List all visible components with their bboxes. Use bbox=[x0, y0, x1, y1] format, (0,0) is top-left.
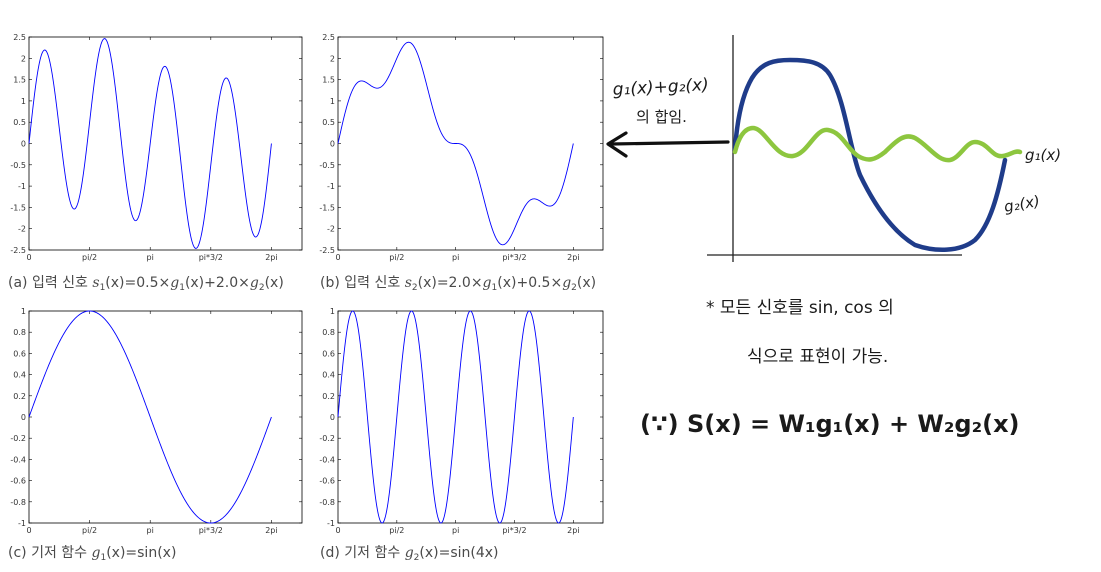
y-tick-label: -0.2 bbox=[319, 434, 335, 443]
sketch-formula: (∵) S(x) = W₁g₁(x) + W₂g₂(x) bbox=[640, 410, 1020, 438]
y-tick-label: -0.8 bbox=[10, 498, 26, 507]
x-tick-label: 2pi bbox=[265, 526, 277, 535]
x-tick-label: pi bbox=[147, 253, 154, 262]
y-tick-label: 0 bbox=[21, 413, 26, 422]
caption-a: (a) 입력 신호 s1(x)=0.5×g1(x)+2.0×g2(x) bbox=[8, 275, 284, 293]
series-line bbox=[28, 38, 272, 249]
sketch-area: g₁(x)+g₂(x) 의 합임. g₁(x) g₂(x) * 모든 신호를 s… bbox=[606, 35, 1061, 438]
y-tick-label: 2.5 bbox=[322, 33, 335, 42]
y-tick-label: 1 bbox=[21, 307, 26, 316]
y-tick-label: -2 bbox=[18, 225, 26, 234]
x-tick-label: pi*3/2 bbox=[199, 253, 223, 262]
sketch-arrow-head bbox=[606, 131, 628, 158]
y-tick-label: 0.5 bbox=[322, 118, 335, 127]
x-tick-label: pi*3/2 bbox=[502, 253, 526, 262]
x-tick-label: pi bbox=[147, 526, 154, 535]
plot-frame bbox=[28, 36, 303, 251]
x-tick-label: 0 bbox=[335, 253, 340, 262]
y-tick-label: 0.8 bbox=[13, 328, 26, 337]
series-line bbox=[28, 310, 272, 524]
caption-c: (c) 기저 함수 g1(x)=sin(x) bbox=[8, 545, 176, 563]
plot-d: -1 -0.8 -0.6 -0.4 -0.2 0 0.2 0.4 0.6 0.8 1 0 pi/2 pi p… bbox=[319, 307, 604, 535]
x-tick-label: 2pi bbox=[567, 526, 579, 535]
y-tick-label: -1 bbox=[327, 182, 335, 191]
y-tick-label: -0.5 bbox=[10, 161, 26, 170]
sketch-label-g1: g₁(x) bbox=[1025, 146, 1061, 164]
sketch-note-line1: * 모든 신호를 sin, cos 의 bbox=[706, 298, 894, 318]
y-tick-label: -0.2 bbox=[10, 434, 26, 443]
y-tick-label: 0.4 bbox=[322, 371, 335, 380]
plot-frame bbox=[337, 36, 604, 251]
y-tick-label: -2.5 bbox=[319, 246, 335, 255]
y-tick-label: 0.4 bbox=[13, 371, 26, 380]
y-tick-label: 2 bbox=[330, 54, 335, 63]
y-tick-label: -2.5 bbox=[10, 246, 26, 255]
y-tick-label: 0 bbox=[21, 140, 26, 149]
y-tick-label: -1.5 bbox=[10, 203, 26, 212]
x-tick-label: pi/2 bbox=[82, 526, 97, 535]
sketch-label-g2: g₂(x) bbox=[1003, 192, 1042, 216]
sketch-note-line2: 식으로 표현이 가능. bbox=[747, 347, 888, 367]
y-tick-label: 0 bbox=[330, 413, 335, 422]
y-tick-label: -0.4 bbox=[319, 455, 335, 464]
sketch-note-sum-line2: 의 합임. bbox=[636, 108, 687, 126]
caption-b: (b) 입력 신호 s2(x)=2.0×g1(x)+0.5×g2(x) bbox=[320, 275, 596, 293]
y-tick-label: 1.5 bbox=[13, 76, 26, 85]
y-tick-label: -1.5 bbox=[319, 203, 335, 212]
sketch-big-wave bbox=[732, 57, 1008, 252]
plot-b: -2.5 -2 -1.5 -1 -0.5 0 0.5 1 1.5 2 2.5 0 pi/2 pi pi*3/… bbox=[319, 33, 604, 262]
y-tick-label: 1 bbox=[330, 97, 335, 106]
x-tick-label: pi/2 bbox=[389, 253, 404, 262]
y-tick-label: -1 bbox=[327, 519, 335, 528]
y-tick-label: 0.2 bbox=[13, 392, 26, 401]
x-tick-label: 2pi bbox=[265, 253, 277, 262]
y-tick-label: 1 bbox=[330, 307, 335, 316]
plot-c: -1 -0.8 -0.6 -0.4 -0.2 0 0.2 0.4 0.6 0.8 1 0 pi/2 pi p… bbox=[10, 307, 303, 535]
x-tick-label: pi/2 bbox=[389, 526, 404, 535]
y-tick-label: 0 bbox=[330, 140, 335, 149]
y-tick-label: -0.5 bbox=[319, 161, 335, 170]
x-tick-label: pi bbox=[452, 253, 459, 262]
series-line bbox=[337, 310, 574, 524]
y-tick-label: 2 bbox=[21, 54, 26, 63]
x-tick-label: pi*3/2 bbox=[502, 526, 526, 535]
y-tick-label: 2.5 bbox=[13, 33, 26, 42]
y-tick-label: 0.5 bbox=[13, 118, 26, 127]
series-line bbox=[337, 41, 574, 246]
x-tick-label: pi/2 bbox=[82, 253, 97, 262]
y-tick-label: -0.6 bbox=[10, 477, 26, 486]
y-tick-label: 0.2 bbox=[322, 392, 335, 401]
plot-frame bbox=[337, 310, 604, 524]
caption-d: (d) 기저 함수 g2(x)=sin(4x) bbox=[320, 545, 499, 563]
y-tick-label: -0.4 bbox=[10, 455, 26, 464]
sketch-arrow-shaft bbox=[610, 140, 730, 146]
y-tick-label: 0.6 bbox=[322, 349, 335, 358]
sketch-note-sum-line1: g₁(x)+g₂(x) bbox=[612, 75, 709, 100]
y-tick-label: 0.6 bbox=[13, 349, 26, 358]
y-tick-label: 1.5 bbox=[322, 76, 335, 85]
y-tick-label: -0.6 bbox=[319, 477, 335, 486]
x-tick-label: 0 bbox=[335, 526, 340, 535]
x-tick-label: pi*3/2 bbox=[199, 526, 223, 535]
sketch-small-wave bbox=[732, 125, 1023, 163]
y-tick-label: -0.8 bbox=[319, 498, 335, 507]
x-tick-label: 0 bbox=[26, 253, 31, 262]
y-tick-label: -2 bbox=[327, 225, 335, 234]
x-tick-label: 2pi bbox=[567, 253, 579, 262]
y-tick-label: -1 bbox=[18, 182, 26, 191]
y-tick-label: 1 bbox=[21, 97, 26, 106]
plot-a: -2.5 -2 -1.5 -1 -0.5 0 0.5 1 1.5 2 2.5 0 pi/2 pi pi*3/… bbox=[10, 33, 303, 262]
y-tick-label: -1 bbox=[18, 519, 26, 528]
plot-frame bbox=[28, 310, 303, 524]
y-tick-label: 0.8 bbox=[322, 328, 335, 337]
x-tick-label: pi bbox=[452, 526, 459, 535]
x-tick-label: 0 bbox=[26, 526, 31, 535]
